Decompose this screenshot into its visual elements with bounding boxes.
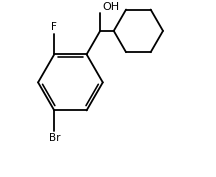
Text: F: F — [51, 22, 57, 32]
Text: OH: OH — [102, 2, 119, 12]
Text: Br: Br — [49, 133, 60, 143]
